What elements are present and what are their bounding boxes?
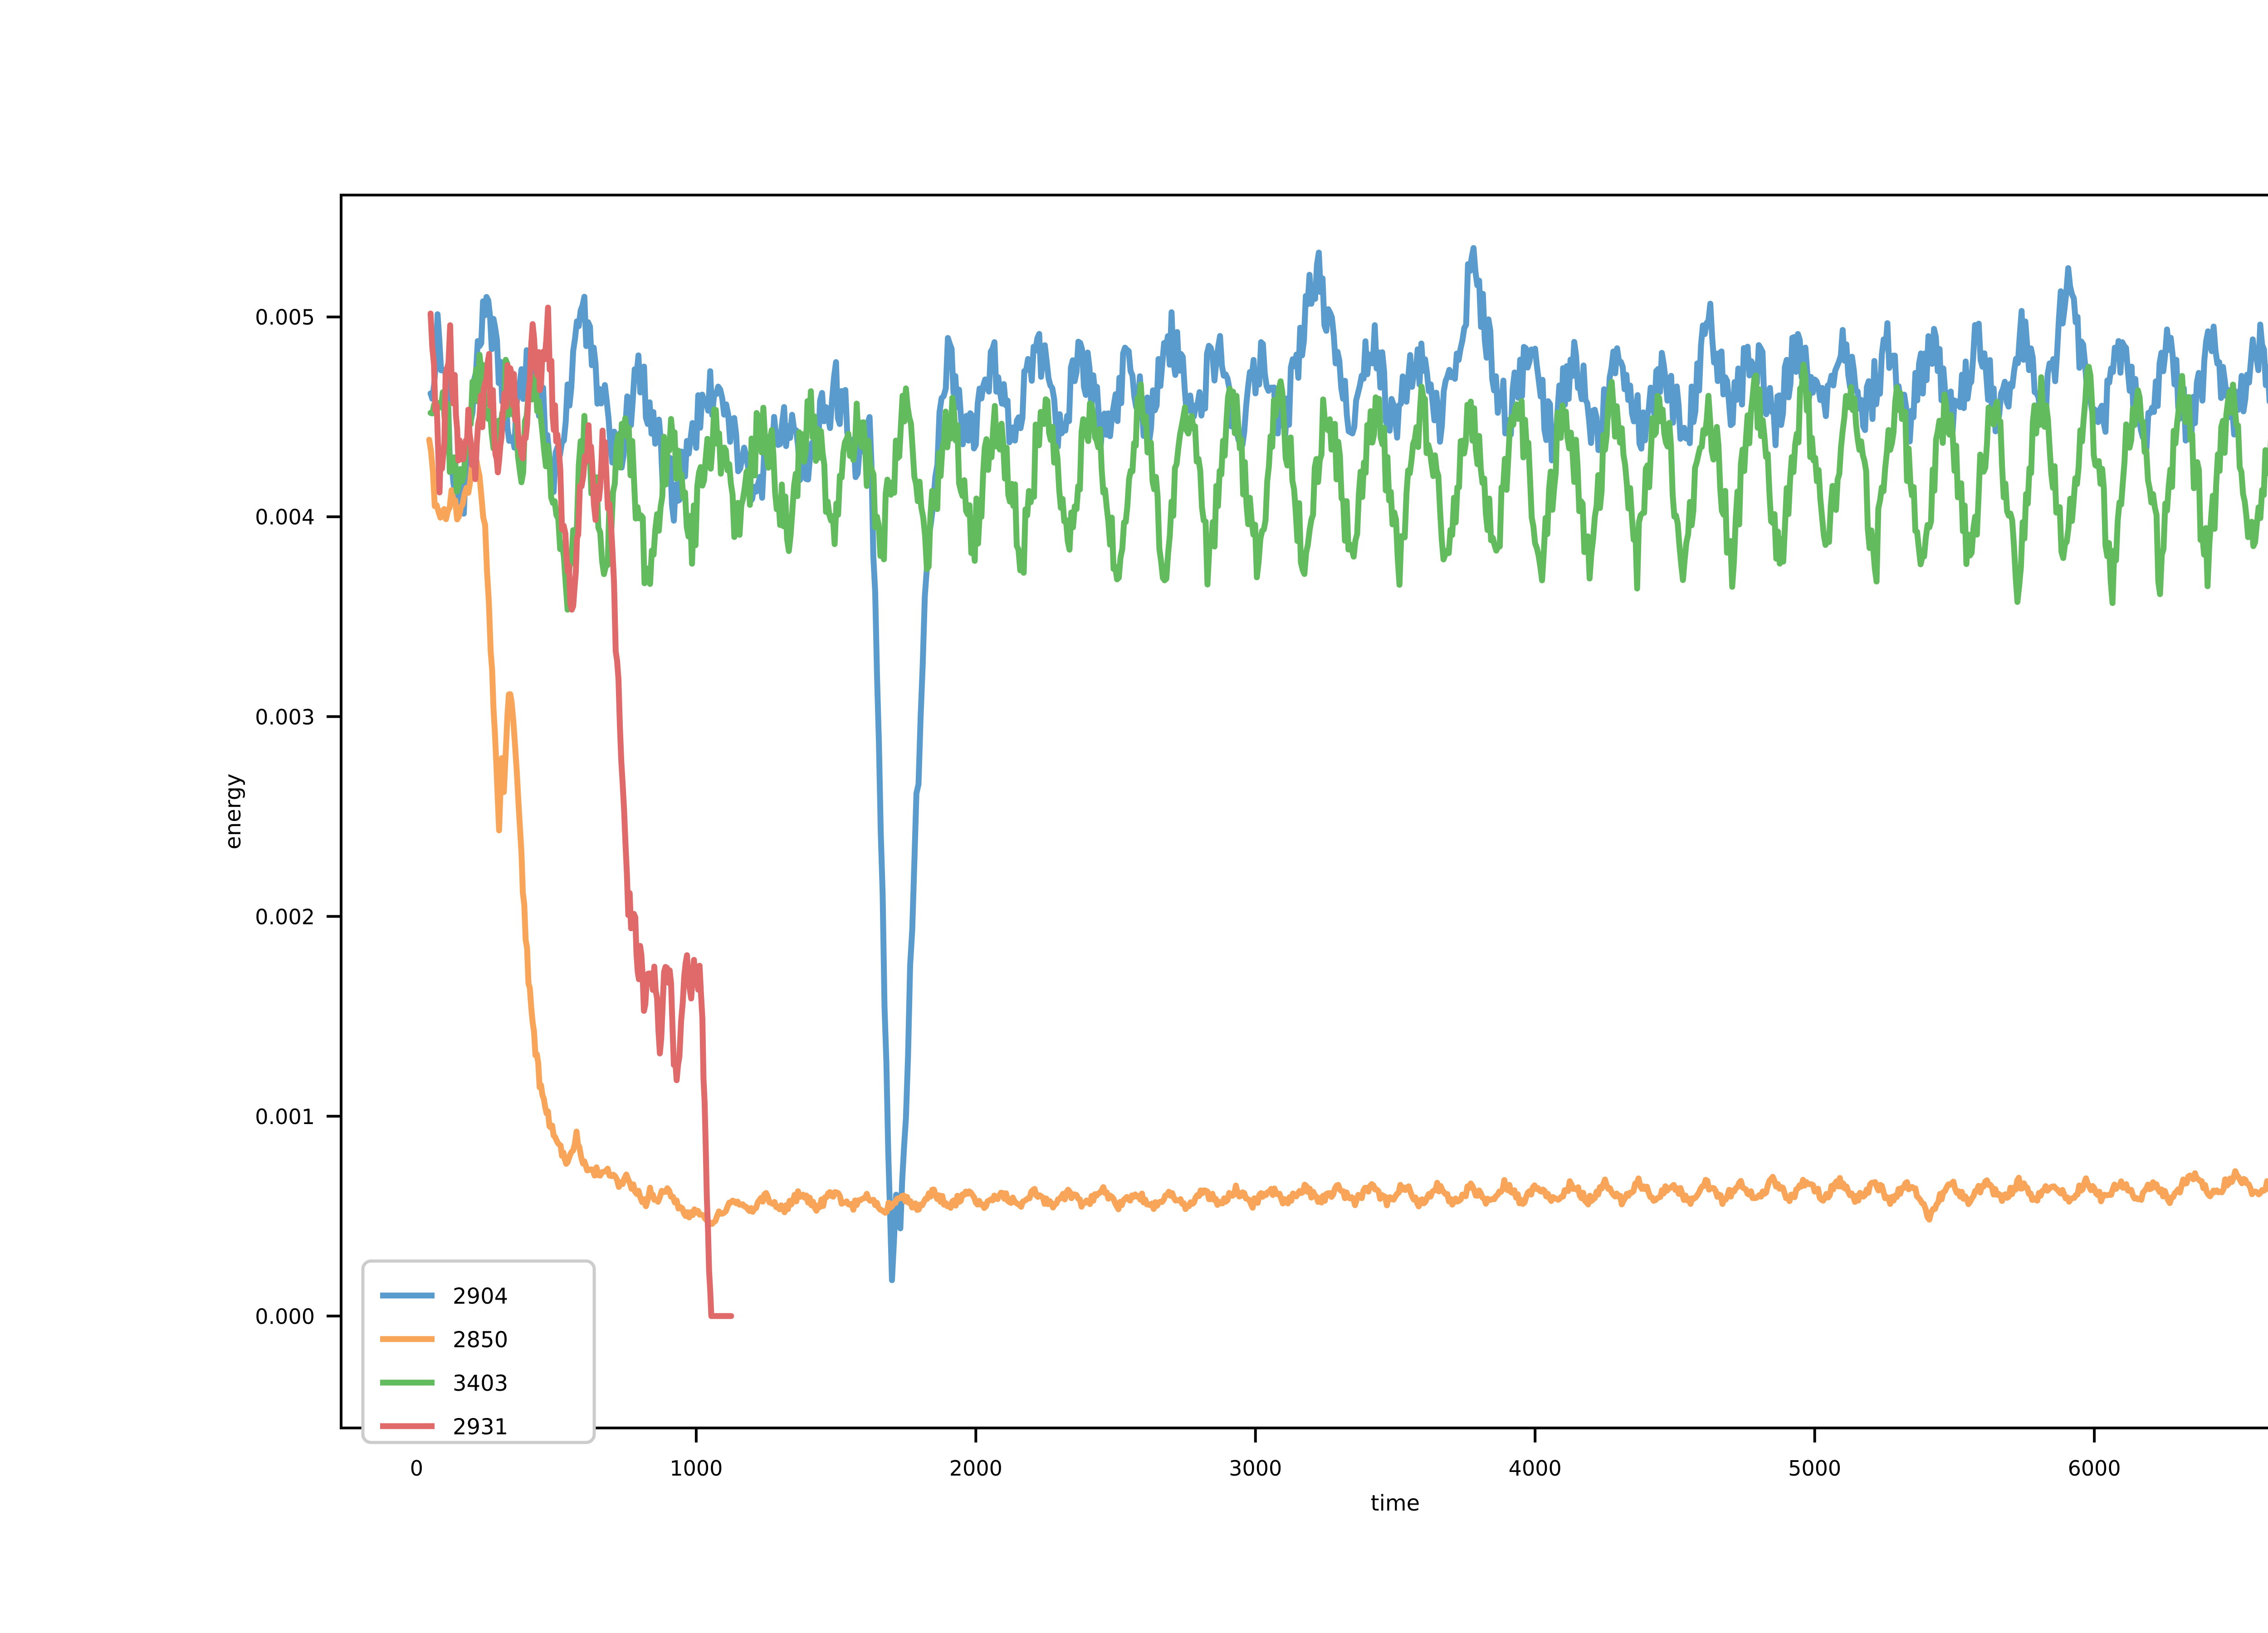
x-tick-label: 5000	[1788, 1456, 1841, 1481]
legend-label-2931: 2931	[453, 1414, 508, 1440]
legend-label-2850: 2850	[453, 1327, 508, 1353]
x-tick-label: 3000	[1229, 1456, 1282, 1481]
plot-area-background	[341, 195, 2268, 1428]
x-tick-label: 4000	[1509, 1456, 1562, 1481]
x-tick-label: 6000	[2068, 1456, 2121, 1481]
legend: 2904 2850 3403 2931	[361, 1259, 596, 1444]
axes-spines	[340, 194, 2268, 1429]
y-tick-label: 0.000	[255, 1304, 315, 1329]
y-axis-title: energy	[220, 773, 246, 849]
legend-label-3403: 3403	[453, 1371, 508, 1396]
legend-frame	[361, 1259, 596, 1444]
x-tick-label: 2000	[949, 1456, 1002, 1481]
y-tick-label: 0.002	[255, 905, 315, 929]
y-tick-label: 0.001	[255, 1105, 315, 1129]
y-axis-ticks: 0.000 0.001 0.002 0.003 0.004 0.005	[255, 305, 341, 1329]
y-tick-label: 0.003	[255, 705, 315, 729]
series-group	[426, 245, 2268, 1319]
series-line-2931	[427, 304, 734, 1319]
x-axis-ticks: 01000200030004000500060007000	[410, 1428, 2121, 1481]
series-line-2850	[426, 436, 2268, 1227]
x-tick-label: 1000	[670, 1456, 723, 1481]
x-axis-title: time	[1371, 1491, 1420, 1516]
series-line-3403	[427, 352, 2268, 613]
legend-entries: 2904 2850 3403 2931	[380, 1284, 508, 1440]
x-tick-label: 0	[410, 1456, 423, 1481]
y-tick-label: 0.005	[255, 305, 315, 330]
legend-label-2904: 2904	[453, 1284, 508, 1309]
y-tick-label: 0.004	[255, 505, 315, 529]
